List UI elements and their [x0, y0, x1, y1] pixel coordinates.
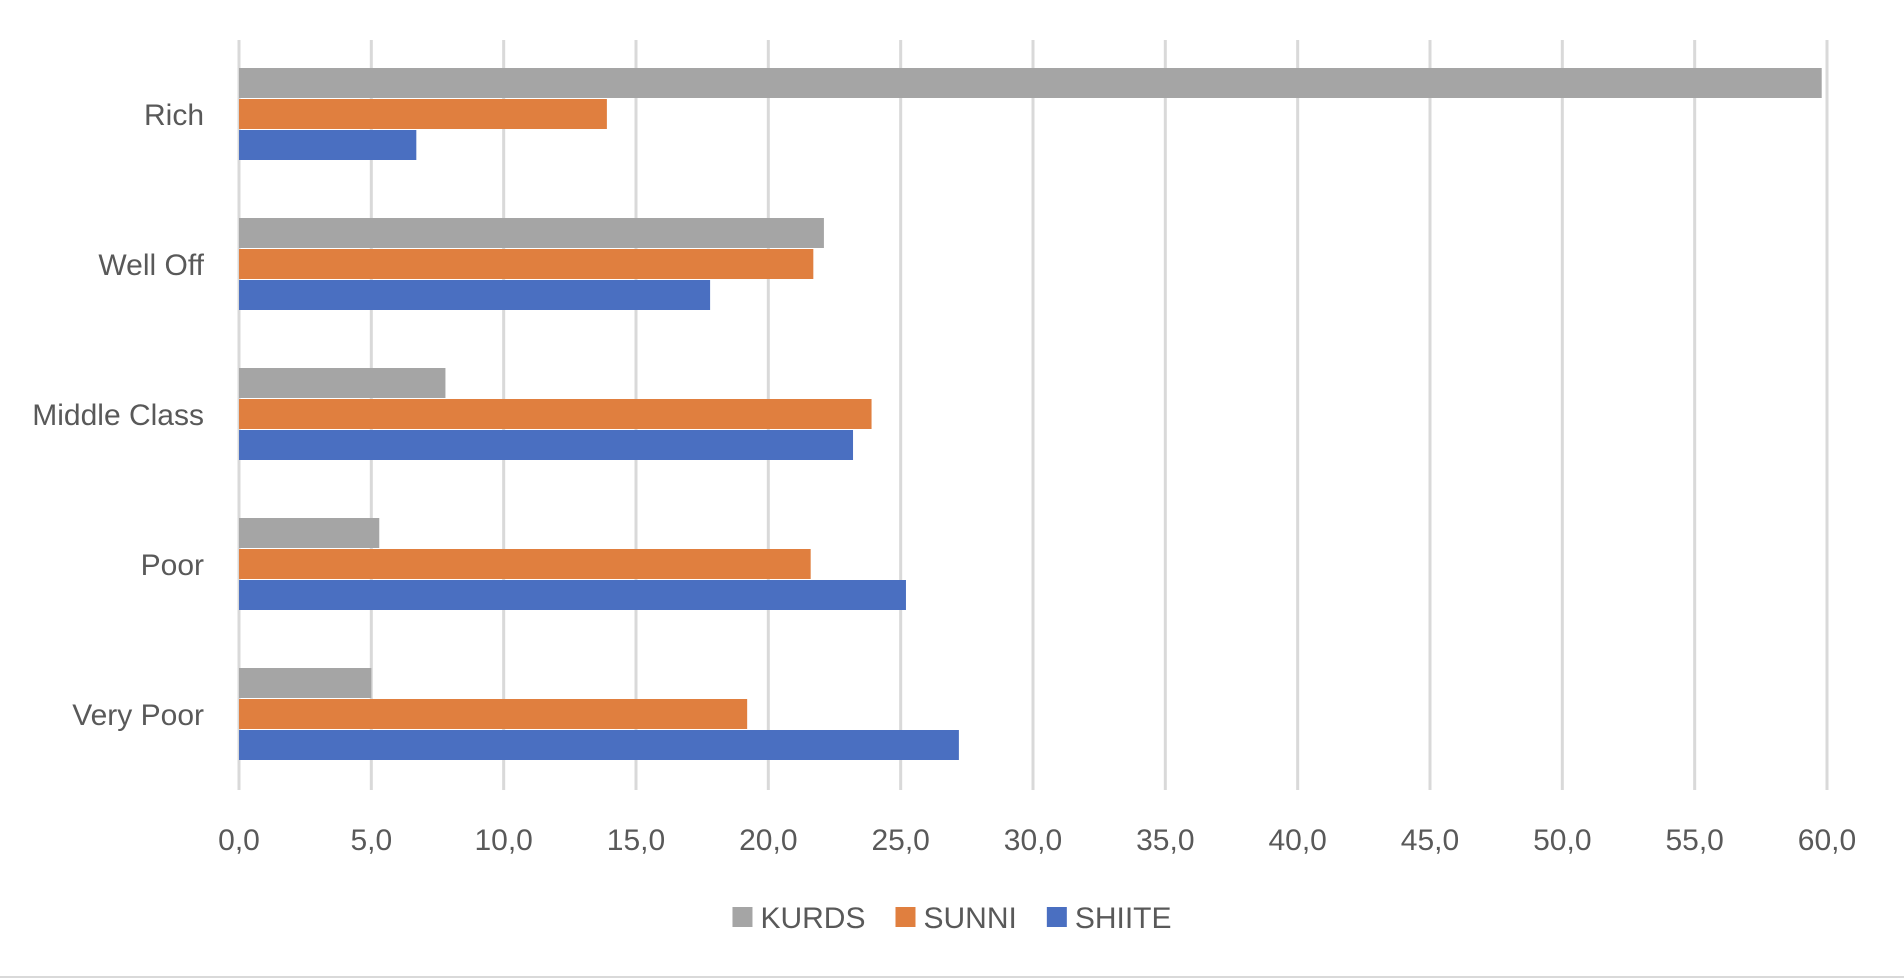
bottom-divider: [0, 976, 1904, 978]
bar-kurds-middle-class: [239, 368, 446, 398]
bar-kurds-poor: [239, 518, 380, 548]
bar-sunni-very-poor: [239, 699, 748, 729]
bar-sunni-rich: [239, 99, 607, 129]
category-label: Poor: [141, 549, 204, 582]
legend-swatch-kurds: [732, 907, 753, 927]
bar-kurds-rich: [239, 68, 1822, 98]
legend: KURDS SUNNI SHIITE: [732, 902, 1172, 935]
bar-sunni-middle-class: [239, 399, 872, 429]
x-tick-label: 15,0: [607, 824, 665, 857]
category-label: Very Poor: [72, 699, 204, 732]
bar-kurds-well-off: [239, 218, 824, 248]
category-label: Middle Class: [32, 399, 204, 432]
bar-shiite-poor: [239, 580, 906, 610]
x-tick-label: 0,0: [218, 824, 260, 857]
x-tick-label: 30,0: [1004, 824, 1062, 857]
category-label: Rich: [144, 99, 204, 132]
x-tick-label: 35,0: [1136, 824, 1194, 857]
bar-shiite-very-poor: [239, 730, 959, 760]
legend-swatch-sunni: [895, 907, 916, 927]
x-tick-label: 25,0: [871, 824, 929, 857]
bar-shiite-middle-class: [239, 430, 854, 460]
x-tick-label: 60,0: [1798, 824, 1856, 857]
x-tick-label: 10,0: [474, 824, 532, 857]
legend-label-kurds: KURDS: [760, 902, 865, 935]
x-tick-label: 50,0: [1533, 824, 1591, 857]
bar-marks: [239, 68, 1822, 760]
legend-label-shiite: SHIITE: [1075, 902, 1172, 935]
category-label: Well Off: [98, 249, 204, 282]
x-tick-label: 40,0: [1268, 824, 1326, 857]
bar-kurds-very-poor: [239, 668, 372, 698]
bar-sunni-poor: [239, 549, 811, 579]
bar-sunni-well-off: [239, 249, 814, 279]
x-tick-label: 45,0: [1401, 824, 1459, 857]
legend-swatch-shiite: [1046, 907, 1067, 927]
x-tick-labels: 0,0 5,0 10,0 15,0 20,0 25,0 30,0 35,0 40,0 45,0 50…: [218, 824, 1856, 857]
bar-shiite-well-off: [239, 280, 711, 310]
x-tick-label: 20,0: [739, 824, 797, 857]
x-tick-label: 55,0: [1665, 824, 1723, 857]
bar-shiite-rich: [239, 130, 417, 160]
x-tick-label: 5,0: [350, 824, 392, 857]
category-labels: Rich Well Off Middle Class Poor Very Poor: [32, 99, 204, 732]
legend-label-sunni: SUNNI: [923, 902, 1016, 935]
